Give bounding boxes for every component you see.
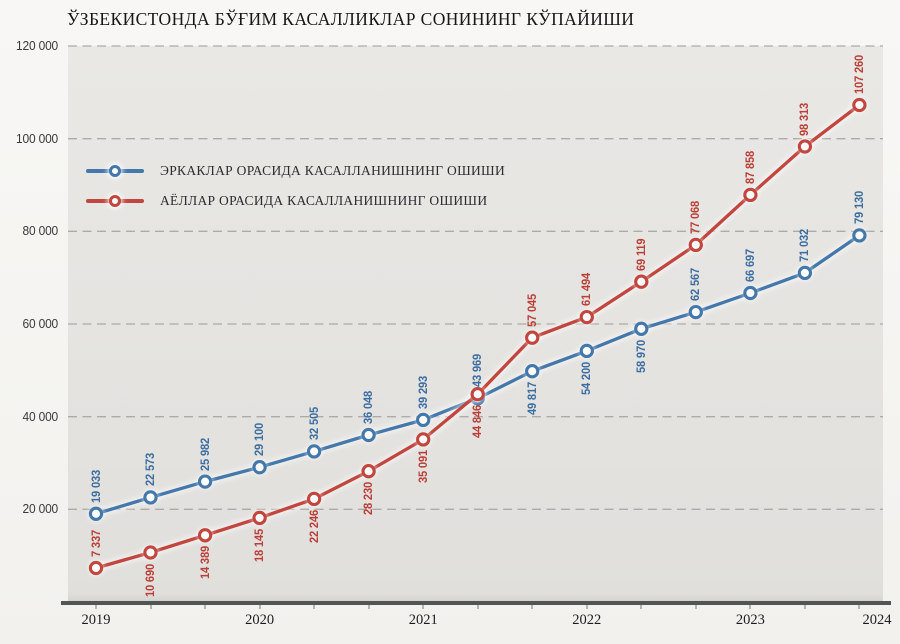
x-tick-mark [149,604,152,609]
data-point [197,528,213,543]
data-point [416,432,431,447]
legend-women-line-marker-icon [86,194,144,209]
line-chart-svg [68,45,883,576]
data-point [852,97,867,113]
x-tick-label: 2022 [572,612,602,628]
data-point [88,506,104,521]
data-point [688,237,703,253]
data-point [88,560,104,576]
x-tick-label: 2024 [862,612,892,628]
legend-item-women: АЁЛЛАР ОРАСИДА КАСАЛЛАНИШНИНГ ОШИШИ [86,186,505,216]
data-point [361,464,376,479]
x-tick-mark [749,604,752,609]
x-tick-mark [531,604,534,609]
data-point [252,510,267,526]
x-tick-mark [476,604,479,609]
x-tick-label: 2019 [81,612,111,628]
data-point [525,364,540,379]
x-axis-line [61,601,891,605]
data-point [688,304,703,320]
chart-title: ЎЗБЕКИСТОНДА БЎҒИМ КАСАЛЛИКЛАР СОНИНИНГ … [67,9,635,29]
x-tick-label: 2023 [735,612,765,628]
legend: ЭРКАКЛАР ОРАСИДА КАСАЛЛАНИШНИНГ ОШИШИ АЁ… [86,156,505,216]
legend-item-men: ЭРКАКЛАР ОРАСИДА КАСАЛЛАНИШНИНГ ОШИШИ [86,156,505,186]
data-point [525,330,540,345]
data-point [579,309,594,325]
data-point [634,321,649,336]
x-tick-mark [640,604,643,609]
data-point [470,387,485,402]
x-tick-mark [95,604,97,609]
legend-men-line-marker-icon [86,164,144,179]
data-point [743,187,758,203]
data-point [361,427,376,443]
x-tick-mark [204,604,207,609]
y-tick-label: 40 000 [22,408,59,424]
x-tick-mark [858,604,861,609]
data-point [306,491,322,507]
data-point [416,412,431,428]
legend-men-label: ЭРКАКЛАР ОРАСИДА КАСАЛЛАНИШНИНГ ОШИШИ [160,163,506,178]
data-point [252,460,267,475]
y-tick-label: 80 000 [22,223,59,239]
x-tick-mark [585,604,588,609]
x-tick-label: 2020 [245,612,275,628]
legend-women-label: АЁЛЛАР ОРАСИДА КАСАЛЛАНИШНИНГ ОШИШИ [160,193,488,208]
data-point [306,444,322,459]
y-tick-label: 60 000 [22,316,59,331]
y-tick-label: 100 000 [16,130,58,146]
data-point [634,274,649,289]
data-point [579,343,594,359]
data-point [197,474,213,489]
data-point [797,139,813,154]
x-tick-mark [694,604,697,609]
data-point [143,545,158,560]
x-tick-mark [422,604,425,609]
x-tick-mark [313,604,316,609]
x-tick-mark [803,604,806,609]
data-point [743,285,758,301]
x-tick-mark [258,604,261,609]
x-tick-mark [367,604,370,609]
y-tick-label: 20 000 [22,501,59,517]
y-tick-label: 120 000 [16,38,58,53]
data-point [797,265,813,281]
data-point [852,228,867,243]
data-point [143,490,158,505]
x-tick-label: 2021 [408,612,438,628]
